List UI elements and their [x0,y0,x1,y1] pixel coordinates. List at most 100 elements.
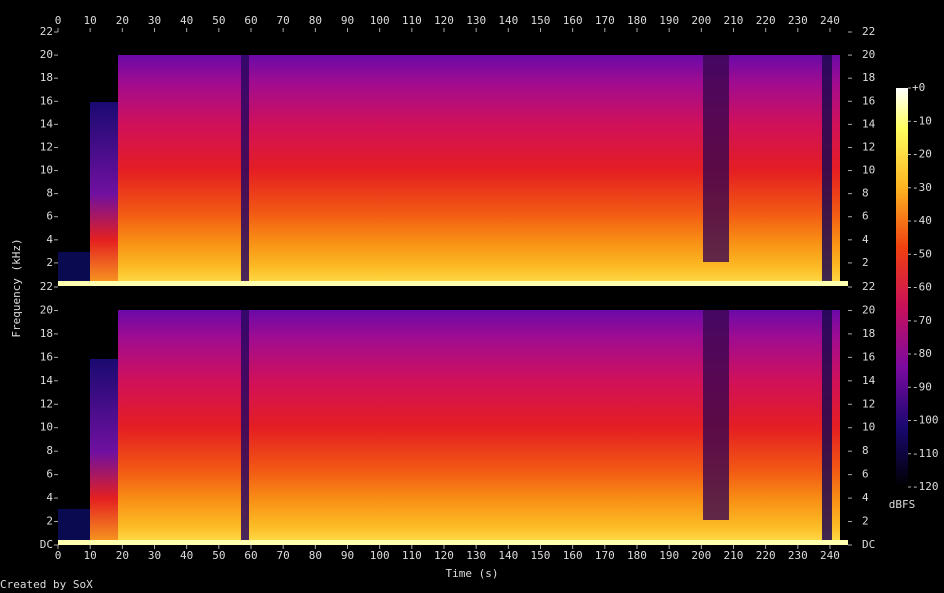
colorbar-tick-label: -120 [912,480,939,493]
y-tick-label: 4 [862,491,869,504]
x-tick-label: 110 [402,14,422,27]
y-tick-label: 8 [862,187,869,200]
y-tick-label: 18 [862,71,875,84]
x-tick-label: 200 [691,14,711,27]
x-tick-label: 170 [595,549,615,562]
x-tick-label: 180 [627,549,647,562]
colorbar-label: dBFS [889,498,916,511]
colorbar-tick-label: -30 [912,181,932,194]
x-tick-label: 50 [212,14,225,27]
colorbar-tick-label: -110 [912,447,939,460]
y-tick-label: 10 [862,421,875,434]
y-tick-label: 2 [46,256,53,269]
y-tick-label: 20 [40,48,53,61]
x-tick-label: 60 [244,14,257,27]
x-tick-label: 100 [370,549,390,562]
x-tick-label: 50 [212,549,225,562]
colorbar-tick-label: -60 [912,281,932,294]
y-tick-label: 6 [46,210,53,223]
x-tick-label: 100 [370,14,390,27]
x-tick-label: 70 [277,549,290,562]
x-axis-label: Time (s) [446,567,499,580]
y-tick-label: 10 [40,164,53,177]
y-tick-label: 2 [862,515,869,528]
x-tick-label: 30 [148,549,161,562]
colorbar [896,88,908,487]
y-tick-label: 6 [862,468,869,481]
x-tick-label: 20 [116,14,129,27]
x-tick-label: 160 [563,14,583,27]
y-tick-label: 18 [40,71,53,84]
y-tick-label: 14 [862,374,876,387]
spectrogram-image [58,287,848,545]
colorbar-tick-label: -90 [912,380,932,393]
spectrogram-image [58,32,848,286]
footer: Created by SoX [0,578,93,591]
y-tick-label: 12 [862,140,875,153]
y-tick-label: 2 [862,256,869,269]
x-tick-label: 240 [820,549,840,562]
x-tick-label: 150 [531,14,551,27]
y-tick-label: 8 [862,444,869,457]
y-tick-label: 16 [40,350,53,363]
colorbar-tick-label: -80 [912,347,932,360]
x-tick-label: 30 [148,14,161,27]
x-tick-label: 140 [498,14,518,27]
y-tick-label: 8 [46,444,53,457]
colorbar-tick-label: -70 [912,314,932,327]
x-tick-label: 70 [277,14,290,27]
y-tick-label: 4 [46,491,53,504]
x-tick-label: 240 [820,14,840,27]
y-tick-label: 20 [862,48,875,61]
y-tick-label: 12 [40,140,53,153]
x-tick-label: 230 [788,14,808,27]
y-tick-label: 22 [862,280,875,293]
x-tick-label: 120 [434,14,454,27]
x-tick-label: 40 [180,14,193,27]
x-tick-label: 150 [531,549,551,562]
colorbar-tick-label: -100 [912,414,939,427]
x-tick-label: 190 [659,14,679,27]
x-tick-label: 10 [84,549,97,562]
y-tick-label: 22 [862,25,875,38]
colorbar-tick-label: -20 [912,148,932,161]
x-tick-label: 130 [466,14,486,27]
y-tick-label: DC [862,538,875,551]
x-tick-label: 210 [724,14,744,27]
y-tick-label: 6 [862,210,869,223]
colorbar-tick-label: +0 [912,81,925,94]
x-tick-label: 220 [756,14,776,27]
x-tick-label: 0 [55,549,62,562]
y-tick-label: 2 [46,515,53,528]
y-tick-label: 12 [40,397,53,410]
x-tick-label: 120 [434,549,454,562]
x-tick-label: 190 [659,549,679,562]
x-tick-label: 80 [309,549,322,562]
y-tick-label: 16 [862,94,875,107]
y-tick-label: 8 [46,187,53,200]
y-axis-label: Frequency (kHz) [10,238,23,337]
y-tick-label: 20 [862,303,875,316]
x-tick-label: 80 [309,14,322,27]
y-tick-label: DC [40,538,53,551]
y-tick-label: 10 [40,421,53,434]
y-tick-label: 22 [40,280,53,293]
x-tick-label: 210 [724,549,744,562]
x-tick-label: 140 [498,549,518,562]
x-tick-label: 220 [756,549,776,562]
x-tick-label: 200 [691,549,711,562]
x-tick-label: 10 [84,14,97,27]
y-tick-label: 6 [46,468,53,481]
y-tick-label: 14 [40,117,54,130]
y-tick-label: 16 [40,94,53,107]
x-tick-label: 40 [180,549,193,562]
x-tick-label: 110 [402,549,422,562]
colorbar-tick-label: -50 [912,247,932,260]
x-tick-label: 60 [244,549,257,562]
x-tick-label: 230 [788,549,808,562]
y-tick-label: 18 [40,327,53,340]
y-tick-label: 4 [46,233,53,246]
x-tick-label: 180 [627,14,647,27]
x-tick-label: 160 [563,549,583,562]
x-tick-label: 170 [595,14,615,27]
